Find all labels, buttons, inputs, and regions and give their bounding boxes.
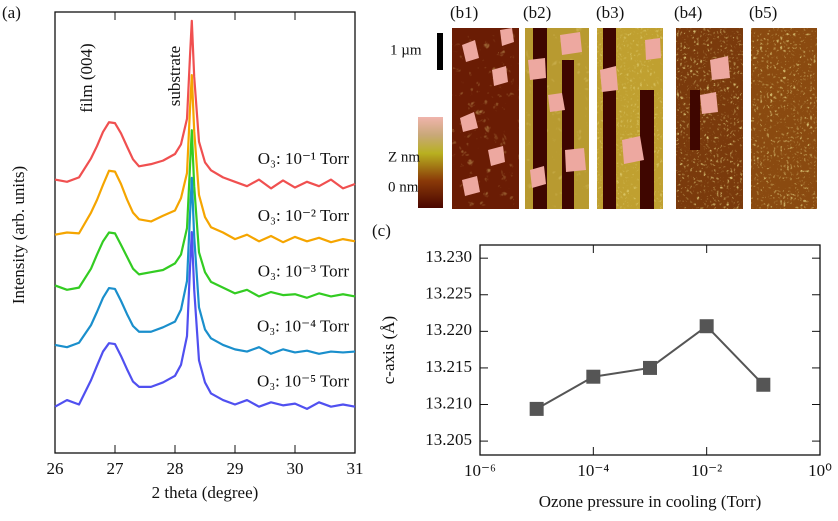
- marker: [643, 360, 657, 375]
- image-label: (b5): [749, 3, 777, 22]
- marker: [699, 319, 714, 334]
- marker: [586, 369, 601, 384]
- colorbar: [418, 117, 443, 208]
- marker: [756, 377, 771, 392]
- x-tick-label: 30: [287, 459, 304, 478]
- x-tick-label: 10⁻⁶: [464, 461, 496, 480]
- afm-image: [597, 28, 663, 209]
- marker: [529, 401, 544, 416]
- afm-image: [525, 28, 589, 209]
- series-line: [54, 129, 356, 299]
- annotation: film (004): [77, 43, 96, 112]
- annotation: substrate: [165, 46, 184, 106]
- image-label: (b3): [596, 3, 624, 22]
- panel-label: (c): [372, 221, 391, 240]
- x-tick-label: 10⁰: [808, 461, 832, 480]
- colorbar-label: 0 nm: [388, 179, 419, 195]
- series-line: [54, 176, 356, 355]
- y-tick-label: 13.210: [425, 393, 472, 412]
- afm-image: [751, 28, 817, 209]
- x-tick-label: 27: [107, 459, 125, 478]
- series-label: O₃: 10⁻⁴ Torr: [257, 316, 349, 335]
- plot-frame: [54, 11, 356, 454]
- y-tick-label: 13.205: [425, 430, 472, 449]
- series-label: O₃: 10⁻² Torr: [258, 206, 350, 225]
- y-tick-label: 13.220: [425, 320, 472, 339]
- series-line: [54, 230, 356, 410]
- scale-bar-label: 1 µm: [390, 42, 422, 58]
- y-axis-title: Intensity (arb. units): [9, 166, 28, 304]
- afm-panel: (b1) (b2) (b3) (b4) (b5) 1 µm Z nm 0 nm: [388, 3, 817, 209]
- x-tick-label: 10⁻⁴: [577, 461, 609, 480]
- image-label: (b4): [674, 3, 702, 22]
- image-label: (b2): [523, 3, 551, 22]
- image-label: (b1): [450, 3, 478, 22]
- series-label: O₃: 10⁻⁵ Torr: [257, 372, 349, 391]
- x-tick-label: 10⁻²: [691, 461, 722, 480]
- x-tick-label: 31: [347, 459, 364, 478]
- y-axis-title: c-axis (Å): [379, 316, 398, 384]
- afm-image: [676, 28, 743, 209]
- series-label: O₃: 10⁻³ Torr: [258, 261, 350, 280]
- series-line: [54, 19, 356, 190]
- x-tick-label: 26: [47, 459, 64, 478]
- y-tick-label: 13.230: [425, 247, 472, 266]
- x-tick-label: 29: [227, 459, 244, 478]
- x-axis-title: Ozone pressure in cooling (Torr): [539, 492, 762, 511]
- scale-bar: [437, 33, 443, 70]
- series-label: O₃: 10⁻¹ Torr: [258, 149, 350, 168]
- afm-image: [452, 28, 519, 209]
- plot-frame: [479, 244, 821, 456]
- y-tick-label: 13.225: [425, 284, 472, 303]
- panel-label: (a): [2, 3, 21, 22]
- colorbar-label: Z nm: [388, 149, 420, 165]
- x-axis-title: 2 theta (degree): [152, 483, 259, 502]
- y-tick-label: 13.215: [425, 357, 472, 376]
- series-line: [54, 73, 356, 244]
- x-tick-label: 28: [167, 459, 184, 478]
